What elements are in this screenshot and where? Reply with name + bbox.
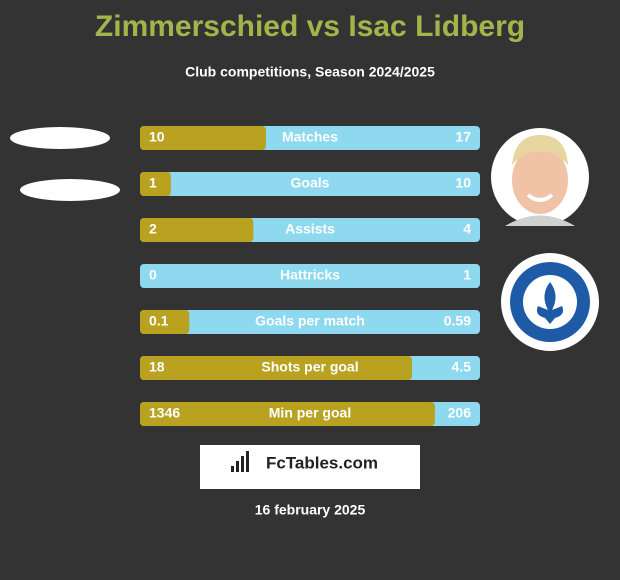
right-value: 206 xyxy=(448,405,472,421)
stat-label: Goals per match xyxy=(255,313,365,329)
left-bar xyxy=(140,218,254,242)
right-value: 4.5 xyxy=(452,359,472,375)
left-bar xyxy=(140,356,412,380)
left-value: 0 xyxy=(149,267,157,283)
date: 16 february 2025 xyxy=(255,502,366,518)
left-badge xyxy=(20,179,120,201)
brand: FcTables.com xyxy=(266,453,378,472)
stat-label: Goals xyxy=(291,175,330,191)
right-value: 17 xyxy=(455,129,471,145)
bar-track xyxy=(140,310,480,334)
left-bar xyxy=(140,172,171,196)
left-value: 0.1 xyxy=(149,313,169,329)
right-value: 0.59 xyxy=(444,313,471,329)
title: Zimmerschied vs Isac Lidberg xyxy=(95,10,525,43)
left-value: 18 xyxy=(149,359,165,375)
left-bar xyxy=(140,126,266,150)
right-value: 10 xyxy=(455,175,471,191)
brand-icon xyxy=(231,451,249,472)
left-value: 10 xyxy=(149,129,165,145)
left-value: 1346 xyxy=(149,405,180,421)
bar-track xyxy=(140,264,480,288)
left-bar xyxy=(140,402,435,426)
stat-label: Shots per goal xyxy=(261,359,358,375)
bar-track xyxy=(140,172,480,196)
stat-label: Assists xyxy=(285,221,335,237)
stat-label: Matches xyxy=(282,129,338,145)
rows: 10 Matches 17 1 Goals 10 2 Assists 4 0 Hattricks 1 0… xyxy=(140,126,480,426)
right-value: 1 xyxy=(463,267,471,283)
left-value: 2 xyxy=(149,221,157,237)
right-value: 4 xyxy=(463,221,471,237)
left-badge xyxy=(10,127,110,149)
player-photo xyxy=(491,128,589,226)
stat-label: Hattricks xyxy=(280,267,340,283)
left-bar xyxy=(140,310,190,334)
club-logo xyxy=(501,253,599,351)
stat-label: Min per goal xyxy=(269,405,351,421)
left-value: 1 xyxy=(149,175,157,191)
subtitle: Club competitions, Season 2024/2025 xyxy=(185,64,435,80)
